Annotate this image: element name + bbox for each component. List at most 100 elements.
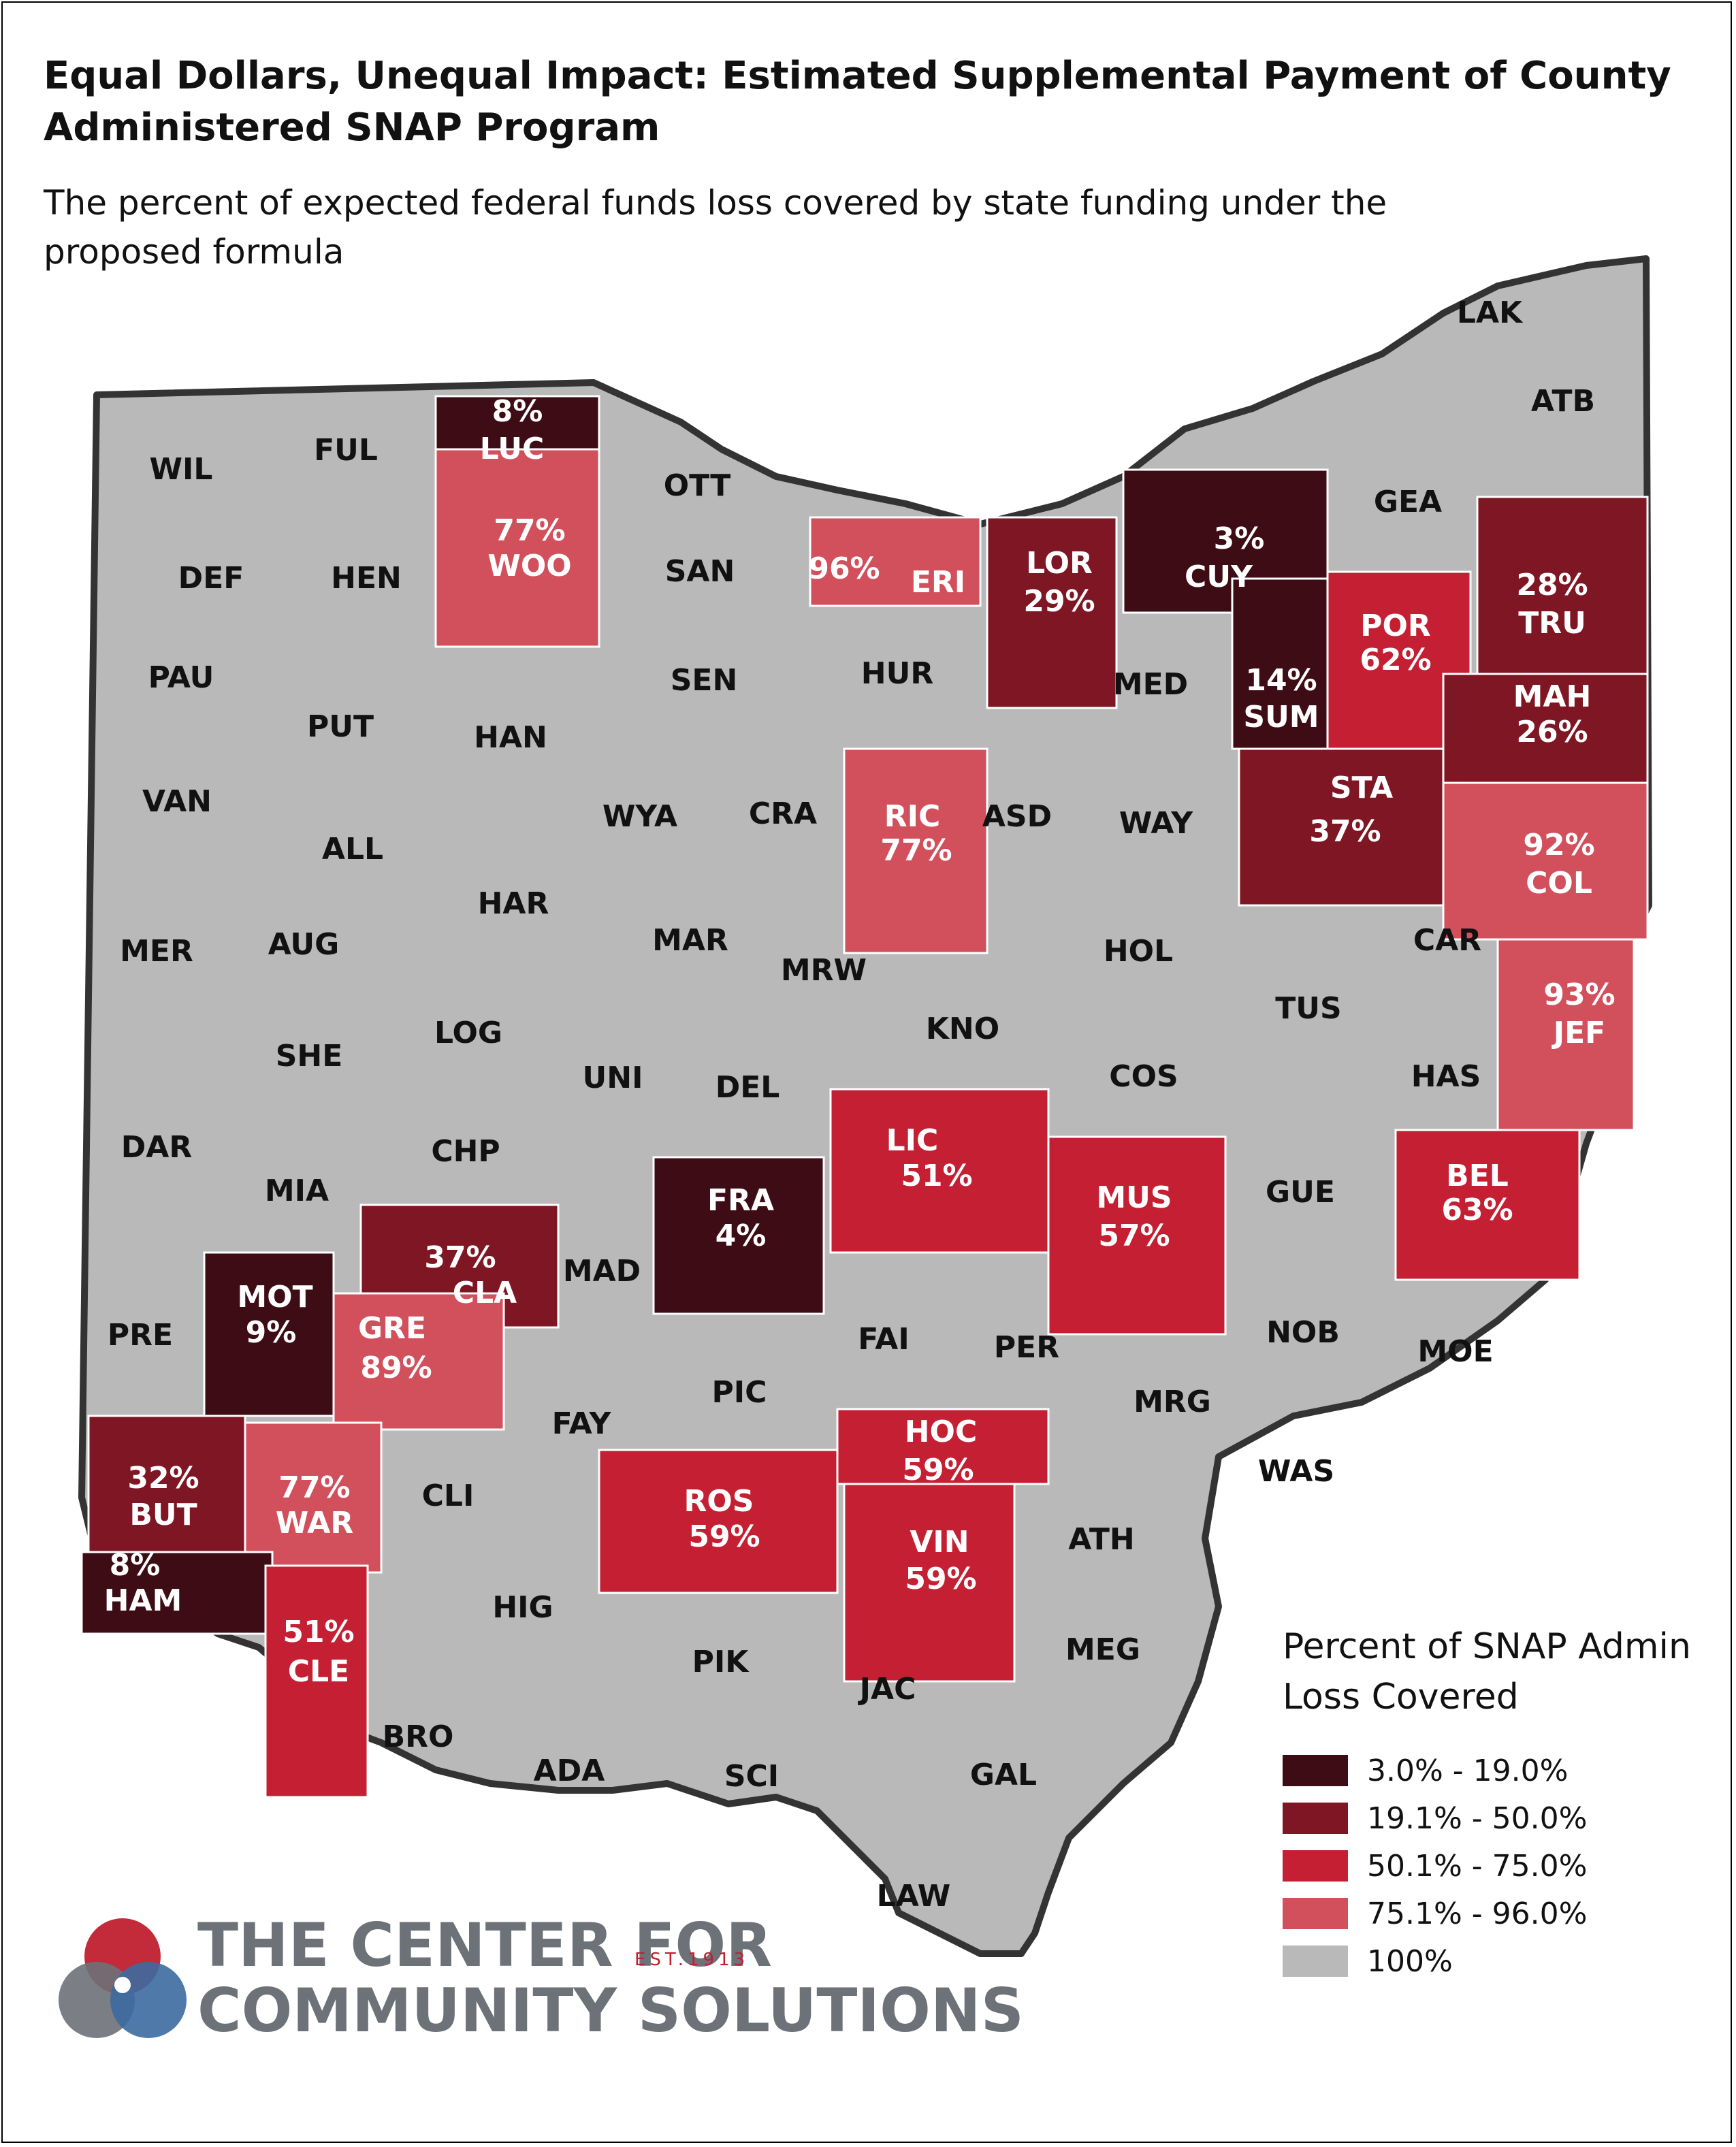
county-code-label: BEL bbox=[1446, 1159, 1509, 1193]
county-code-label: HOC bbox=[905, 1415, 978, 1449]
county-code-label: WOO bbox=[487, 549, 571, 583]
county-mot bbox=[203, 1251, 335, 1417]
county-bel bbox=[1394, 1129, 1581, 1281]
county-percent-label: 92% bbox=[1523, 828, 1594, 862]
county-code-label: HAS bbox=[1411, 1059, 1481, 1094]
legend: 3.0% - 19.0% 19.1% - 50.0% 50.1% - 75.0%… bbox=[1283, 1747, 1587, 1985]
map-title: Equal Dollars, Unequal Impact: Estimated… bbox=[44, 54, 1671, 150]
logo-est: EST.1913 bbox=[634, 1950, 750, 1970]
county-code-label: KNO bbox=[926, 1012, 999, 1046]
county-code-label: HOL bbox=[1104, 934, 1173, 969]
county-code-label: SAN bbox=[665, 554, 735, 589]
legend-item: 75.1% - 96.0% bbox=[1283, 1890, 1587, 1937]
county-percent-label: 57% bbox=[1098, 1218, 1170, 1253]
logo-line-2: COMMUNITY SOLUTIONS bbox=[197, 1975, 1024, 2046]
legend-item: 50.1% - 75.0% bbox=[1283, 1842, 1587, 1890]
county-percent-label: 37% bbox=[424, 1240, 496, 1275]
county-percent-label: 77% bbox=[494, 513, 565, 548]
county-code-label: HUR bbox=[861, 656, 933, 691]
county-code-label: OTT bbox=[664, 468, 730, 503]
organization-logo: THE CENTER FOR EST.1913 COMMUNITY SOLUTI… bbox=[54, 1907, 1024, 2071]
legend-label: 75.1% - 96.0% bbox=[1367, 1896, 1588, 1931]
county-code-label: COS bbox=[1109, 1059, 1178, 1094]
county-vin bbox=[843, 1483, 1016, 1683]
county-code-label: LIC bbox=[886, 1123, 939, 1158]
county-mah bbox=[1442, 673, 1649, 784]
county-code-label: PIK bbox=[692, 1645, 750, 1679]
county-code-label: PER bbox=[994, 1330, 1059, 1365]
legend-swatch bbox=[1283, 1850, 1348, 1882]
county-percent-label: 29% bbox=[1023, 584, 1095, 619]
county-code-label: WAR bbox=[276, 1506, 354, 1540]
county-code-label: GRE bbox=[358, 1311, 426, 1346]
county-code-label: GEA bbox=[1374, 485, 1442, 519]
county-code-label: STA bbox=[1330, 771, 1393, 805]
legend-title: Percent of SNAP Admin Loss Covered bbox=[1283, 1626, 1691, 1717]
county-percent-label: 8% bbox=[110, 1548, 161, 1583]
county-lor bbox=[986, 516, 1118, 709]
county-code-label: JEF bbox=[1552, 1016, 1605, 1050]
county-lic bbox=[829, 1088, 1050, 1254]
legend-item: 3.0% - 19.0% bbox=[1283, 1747, 1587, 1794]
county-tru bbox=[1476, 496, 1649, 675]
county-woo bbox=[434, 448, 600, 648]
county-code-label: PIC bbox=[712, 1375, 767, 1410]
county-code-label: CAR bbox=[1413, 923, 1481, 958]
county-percent-label: 62% bbox=[1360, 643, 1431, 677]
county-code-label: ADA bbox=[534, 1754, 605, 1788]
county-code-label: MED bbox=[1113, 667, 1188, 702]
county-code-label: ATH bbox=[1068, 1522, 1134, 1557]
county-code-label: AUG bbox=[268, 927, 340, 962]
county-code-label: SCI bbox=[724, 1759, 779, 1794]
county-percent-label: 4% bbox=[716, 1218, 767, 1253]
legend-swatch bbox=[1283, 1946, 1348, 1977]
county-code-label: MAD bbox=[563, 1254, 641, 1289]
county-jef bbox=[1496, 938, 1635, 1131]
county-percent-label: 51% bbox=[901, 1159, 972, 1193]
county-sta bbox=[1238, 747, 1445, 907]
legend-label: 100% bbox=[1367, 1943, 1453, 1979]
county-code-label: HAR bbox=[478, 886, 549, 921]
county-percent-label: 89% bbox=[360, 1351, 432, 1385]
county-code-label: VAN bbox=[142, 784, 212, 819]
county-code-label: LAK bbox=[1457, 295, 1524, 330]
county-code-label: HAN bbox=[474, 720, 547, 755]
county-percent-label: 59% bbox=[905, 1562, 976, 1596]
county-code-label: CHP bbox=[431, 1134, 500, 1169]
county-code-label: CUY bbox=[1185, 560, 1253, 594]
county-code-label: LOG bbox=[434, 1016, 502, 1050]
county-code-label: SHE bbox=[276, 1039, 343, 1074]
county-code-label: ALL bbox=[322, 832, 383, 867]
legend-label: 50.1% - 75.0% bbox=[1367, 1848, 1588, 1884]
county-percent-label: 37% bbox=[1309, 814, 1381, 849]
county-code-label: VIN bbox=[910, 1525, 969, 1560]
county-code-label: POR bbox=[1360, 609, 1431, 643]
county-percent-label: 93% bbox=[1543, 978, 1615, 1012]
county-code-label: MEG bbox=[1065, 1632, 1140, 1667]
county-code-label: FRA bbox=[707, 1183, 774, 1218]
county-percent-label: 14% bbox=[1245, 663, 1317, 698]
county-code-label: FAI bbox=[858, 1322, 909, 1357]
county-code-label: MOT bbox=[237, 1280, 312, 1314]
county-code-label: MRW bbox=[781, 953, 867, 988]
county-code-label: ERI bbox=[911, 565, 965, 600]
county-code-label: WAS bbox=[1258, 1454, 1334, 1489]
county-code-label: ASD bbox=[982, 799, 1052, 834]
county-code-label: FAY bbox=[552, 1406, 612, 1441]
logo-line-1: THE CENTER FOR bbox=[197, 1910, 772, 1980]
county-code-label: BUT bbox=[129, 1498, 197, 1532]
county-code-label: ROS bbox=[684, 1484, 754, 1519]
county-code-label: CRA bbox=[749, 796, 817, 831]
county-code-label: TUS bbox=[1275, 991, 1341, 1026]
county-code-label: SUM bbox=[1243, 700, 1319, 734]
county-code-label: MRG bbox=[1134, 1385, 1211, 1419]
county-code-label: WAY bbox=[1119, 806, 1193, 841]
legend-item: 100% bbox=[1283, 1937, 1587, 1985]
county-code-label: PRE bbox=[108, 1318, 173, 1353]
county-code-label: MIA bbox=[265, 1174, 329, 1208]
county-code-label: LUC bbox=[480, 432, 545, 466]
county-percent-label: 63% bbox=[1441, 1193, 1513, 1227]
